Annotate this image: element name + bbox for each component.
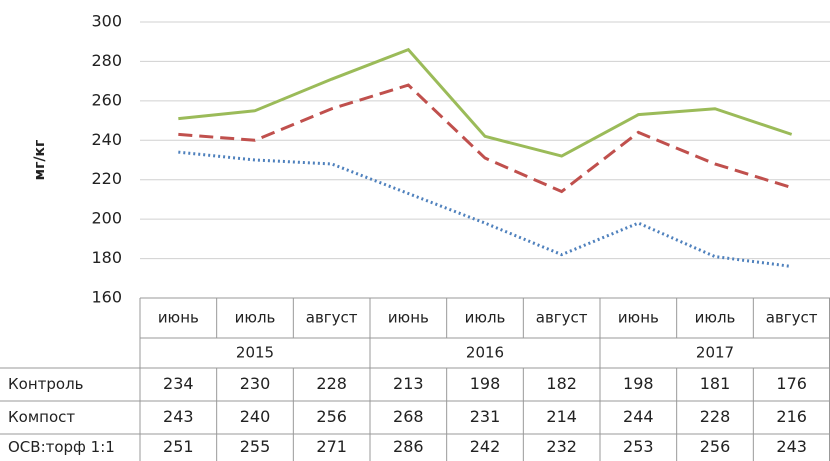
legend-label: Компост (8, 408, 75, 426)
x-tick-label: июнь (158, 309, 199, 327)
x-tick-label: август (766, 309, 818, 327)
table-cell: 242 (470, 437, 501, 456)
series-line (178, 83, 793, 194)
table-cell: 232 (546, 437, 577, 456)
x-tick-label: июль (465, 309, 506, 327)
table-cell: 234 (163, 374, 194, 393)
x-tick-label: июль (235, 309, 276, 327)
table-cell: 268 (393, 407, 424, 426)
y-tick-label: 180 (91, 248, 122, 267)
table-cell: 181 (700, 374, 731, 393)
x-tick-label: июнь (618, 309, 659, 327)
table-cell: 228 (700, 407, 731, 426)
year-label: 2017 (696, 344, 734, 362)
table-cell: 231 (470, 407, 501, 426)
table-cell: 214 (546, 407, 577, 426)
year-label: 2016 (466, 344, 504, 362)
table-cell: 253 (623, 437, 654, 456)
table-cell: 243 (776, 437, 807, 456)
y-tick-label: 200 (91, 209, 122, 228)
table-cell: 271 (316, 437, 347, 456)
table-cell: 256 (700, 437, 731, 456)
series-line (178, 47, 793, 158)
table-cell: 198 (623, 374, 654, 393)
table-cell: 182 (546, 374, 577, 393)
y-tick-label: 300 (91, 12, 122, 31)
series-line (178, 150, 792, 268)
y-axis-label: мг/кг (32, 140, 48, 181)
table-cell: 176 (776, 374, 807, 393)
x-tick-label: август (306, 309, 358, 327)
table-cell: 230 (240, 374, 271, 393)
table-cell: 256 (316, 407, 347, 426)
table-cell: 213 (393, 374, 424, 393)
table-cell: 228 (316, 374, 347, 393)
table-cell: 216 (776, 407, 807, 426)
x-tick-label: август (536, 309, 588, 327)
table-cell: 255 (240, 437, 271, 456)
table-cell: 240 (240, 407, 271, 426)
x-tick-label: июль (695, 309, 736, 327)
y-tick-label: 220 (91, 169, 122, 188)
year-label: 2015 (236, 344, 274, 362)
y-tick-label: 280 (91, 51, 122, 70)
table-cell: 251 (163, 437, 194, 456)
y-tick-label: 160 (91, 288, 122, 307)
y-tick-label: 260 (91, 90, 122, 109)
legend-label: Контроль (8, 375, 84, 393)
y-tick-label: 240 (91, 130, 122, 149)
legend-label: ОСВ:торф 1:1 (8, 438, 115, 456)
table-cell: 286 (393, 437, 424, 456)
table-cell: 244 (623, 407, 654, 426)
table-cell: 243 (163, 407, 194, 426)
x-tick-label: июнь (388, 309, 429, 327)
table-cell: 198 (470, 374, 501, 393)
